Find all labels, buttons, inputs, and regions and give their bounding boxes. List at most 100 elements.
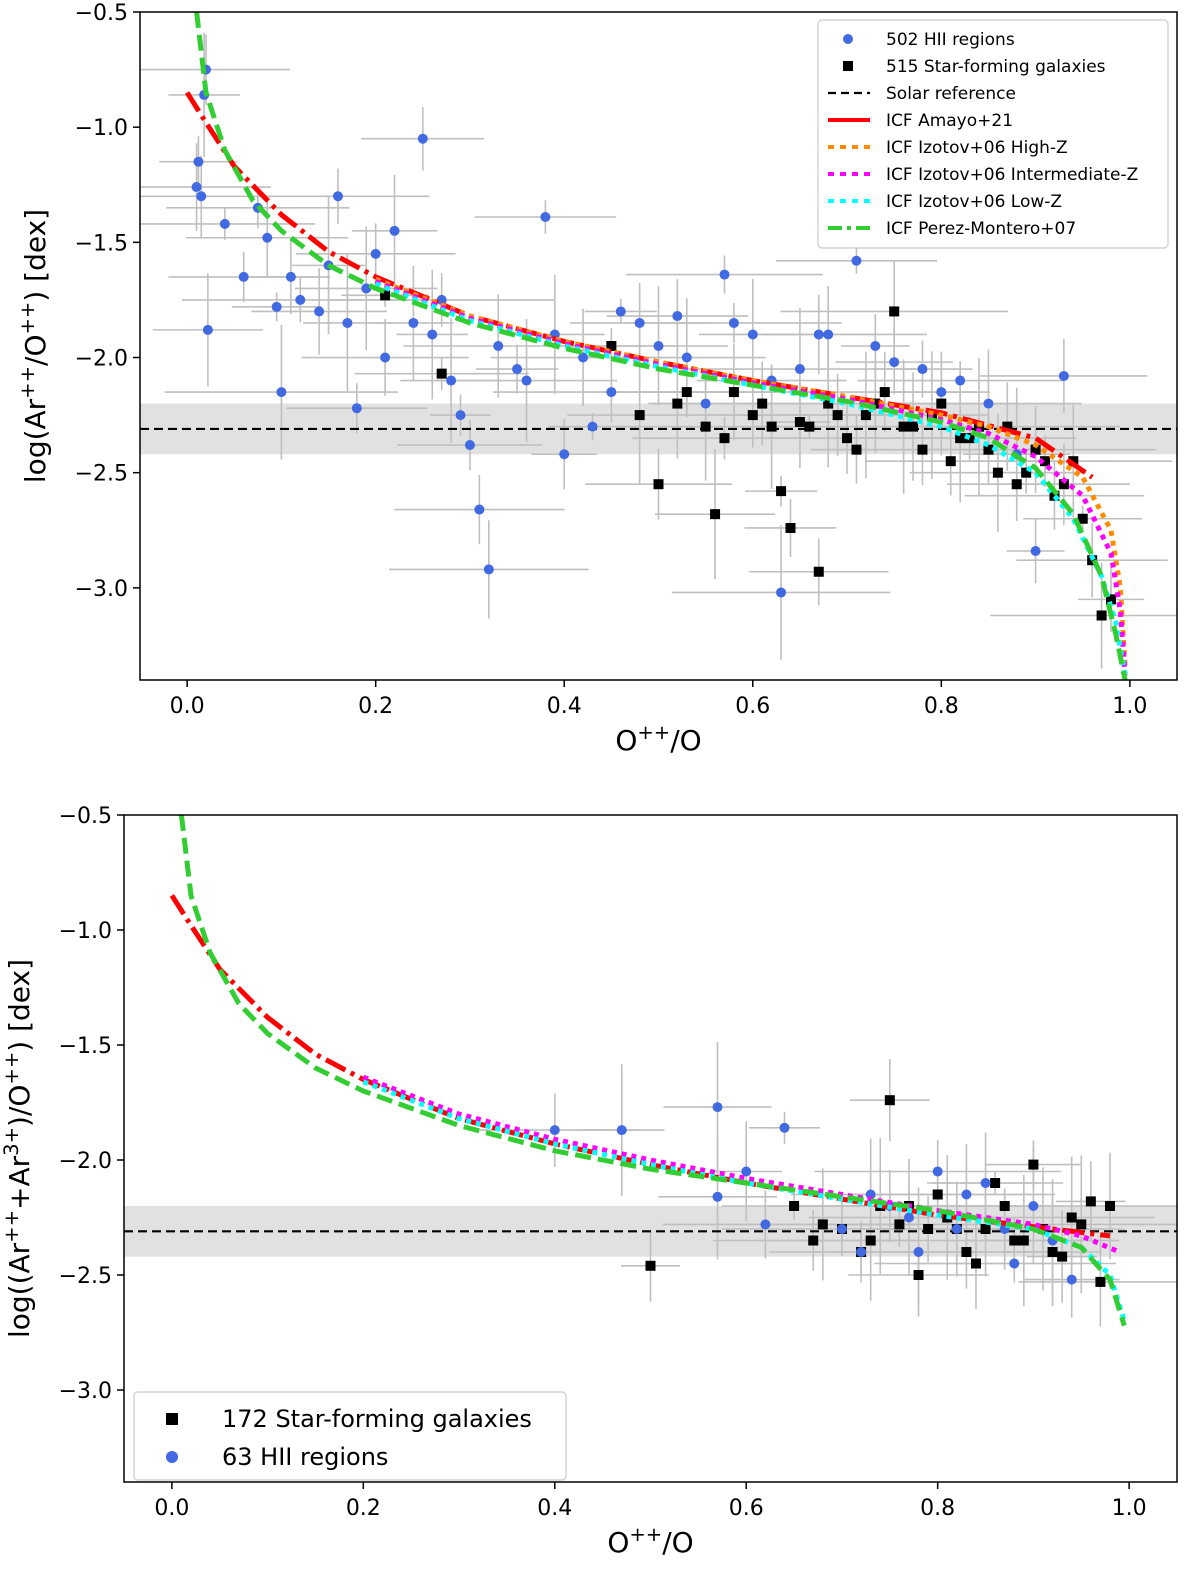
hii-region-point	[983, 398, 994, 409]
hii-region-point	[951, 1224, 962, 1234]
star-forming-galaxy-point	[1066, 1212, 1077, 1223]
hii-region-point	[370, 248, 381, 259]
x-tick-label: 0.6	[735, 694, 770, 719]
star-forming-galaxy-point	[1011, 479, 1022, 490]
star-forming-galaxy-point	[747, 410, 758, 421]
hii-region-point	[813, 329, 824, 340]
star-forming-galaxy-point	[964, 433, 975, 444]
hii-region-point	[634, 317, 645, 328]
hii-region-point	[446, 375, 457, 386]
star-forming-galaxy-point	[870, 398, 881, 409]
legend-label: 172 Star-forming galaxies	[222, 1405, 532, 1433]
y-tick-label: −1.0	[59, 919, 112, 944]
x-tick-label: 0.0	[154, 1496, 189, 1521]
hii-region-point	[794, 364, 805, 375]
star-forming-galaxy-point	[879, 387, 890, 398]
x-tick-label: 0.8	[924, 694, 959, 719]
star-forming-galaxy-point	[645, 1260, 656, 1271]
hii-region-point	[436, 294, 447, 305]
hii-region-point	[314, 306, 325, 317]
x-tick-label: 1.0	[1112, 694, 1147, 719]
hii-region-point	[1058, 370, 1069, 381]
legend: 172 Star-forming galaxies 63 HII regions	[133, 1391, 567, 1481]
star-forming-galaxy-point	[436, 368, 447, 379]
y-tick-label: −2.0	[59, 1149, 112, 1174]
icf-curve	[194, 12, 1128, 680]
star-forming-galaxy-point	[884, 1095, 895, 1106]
y-tick-label: −3.0	[59, 1379, 112, 1404]
star-forming-galaxy-point	[1077, 513, 1088, 524]
y-tick-label: −2.5	[75, 462, 128, 487]
hii-region-point	[889, 357, 900, 368]
icf-curve	[374, 276, 1128, 669]
y-tick-label: −1.0	[75, 116, 128, 141]
x-tick-label: 0.2	[358, 694, 393, 719]
hii-region-point	[202, 324, 213, 335]
y-axis-label: log(Ar++/O++) [dex]	[16, 209, 53, 483]
y-tick-label: −2.0	[75, 347, 128, 372]
star-forming-galaxy-point	[710, 509, 721, 520]
hii-region-point	[712, 1191, 723, 1202]
hii-region-point	[779, 1122, 790, 1133]
hii-region-point	[653, 341, 664, 351]
hii-region-point	[512, 364, 523, 375]
x-tick-label: 0.2	[346, 1496, 381, 1521]
star-forming-galaxy-point	[681, 387, 692, 398]
star-forming-galaxy-point	[1040, 456, 1051, 467]
y-axis-label: log((Ar+++Ar3+)/O++) [dex]	[0, 959, 36, 1338]
star-forming-galaxy-point	[813, 566, 824, 577]
star-forming-galaxy-point	[380, 290, 391, 301]
legend-marker	[843, 61, 853, 71]
star-forming-galaxy-point	[1095, 1276, 1106, 1287]
panel-top: 0.0 0.2 0.4 0.6 0.8 1.0 −0.5 −1.0 −1.5 −2.0 −2.5 −3…	[16, 1, 1178, 757]
hii-region-point	[380, 352, 391, 363]
star-forming-galaxy-point	[700, 421, 711, 432]
hii-region-point	[578, 352, 589, 363]
hii-region-point	[932, 1166, 943, 1177]
star-forming-galaxy-point	[1018, 1235, 1029, 1246]
legend-label: 63 HII regions	[222, 1443, 388, 1471]
star-forming-galaxy-point	[728, 387, 739, 398]
star-forming-galaxy-point	[672, 398, 683, 409]
hii-region-point	[559, 449, 570, 460]
star-forming-galaxy-point	[719, 433, 730, 444]
x-tick-label: 0.6	[729, 1496, 764, 1521]
star-forming-galaxy-point	[1058, 479, 1069, 490]
star-forming-galaxy-point	[894, 1219, 905, 1230]
hii-region-point	[741, 1166, 752, 1177]
legend-label: ICF Izotov+06 High-Z	[886, 138, 1068, 158]
star-forming-galaxy-point	[936, 398, 947, 409]
hii-region-point	[351, 403, 362, 414]
hii-region-point	[464, 440, 475, 451]
star-forming-galaxy-point	[898, 421, 909, 432]
star-forming-galaxy-point	[983, 444, 994, 455]
legend-box	[817, 19, 1169, 249]
star-forming-galaxy-point	[1106, 594, 1117, 605]
hii-region-point	[455, 410, 466, 421]
plot-area	[124, 815, 1177, 1327]
hii-region-point	[681, 352, 692, 363]
star-forming-galaxy-point	[832, 410, 843, 421]
hii-region-point	[219, 218, 230, 229]
star-forming-galaxy-point	[889, 306, 900, 317]
star-forming-galaxy-point	[945, 456, 956, 467]
star-forming-galaxy-point	[923, 1224, 934, 1234]
star-forming-galaxy-point	[999, 1201, 1010, 1211]
star-forming-galaxy-point	[1076, 1219, 1087, 1230]
y-tick-label: −0.5	[75, 1, 128, 26]
hii-region-point	[760, 1219, 771, 1230]
axes-frame	[139, 11, 1178, 681]
star-forming-galaxy-point	[992, 467, 1003, 478]
hii-region-point	[851, 255, 862, 266]
star-forming-galaxy-point	[860, 410, 871, 421]
hii-region-point	[700, 398, 711, 409]
axes-frame	[123, 814, 1178, 1483]
x-tick-label: 0.8	[920, 1496, 955, 1521]
hii-region-point	[587, 421, 598, 432]
star-forming-galaxy-point	[1104, 1201, 1115, 1211]
star-forming-galaxy-point	[1030, 444, 1041, 455]
hii-region-point	[295, 294, 306, 305]
hii-region-point	[961, 1189, 972, 1200]
hii-region-point	[238, 271, 249, 282]
